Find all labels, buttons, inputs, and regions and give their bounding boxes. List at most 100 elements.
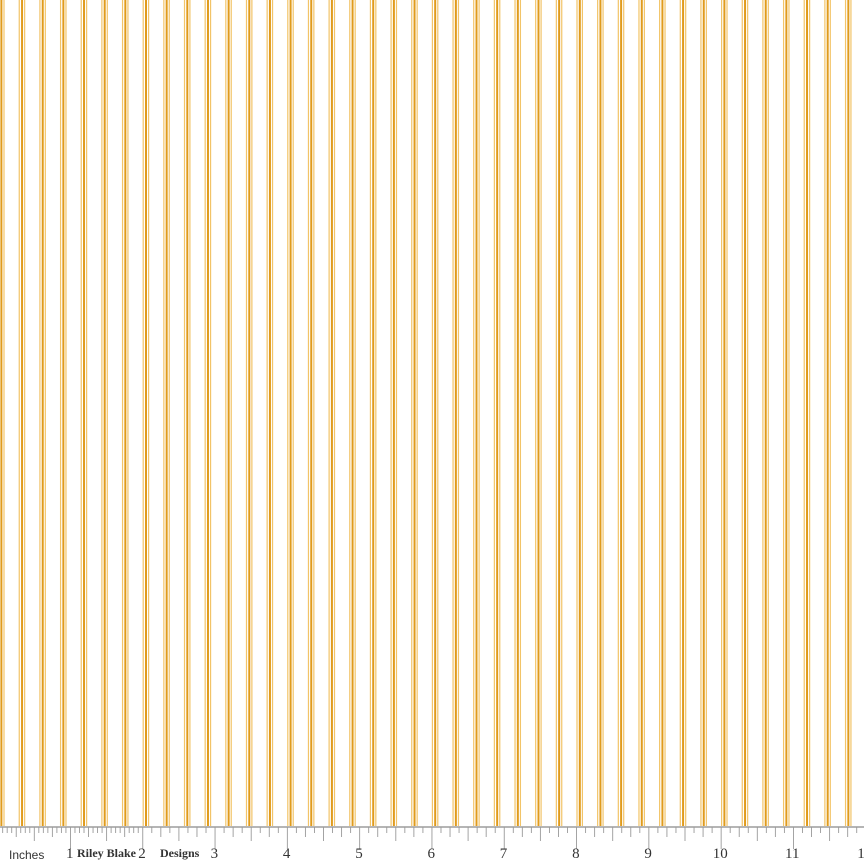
stripe-light (561, 0, 563, 826)
ruler-tick (738, 827, 740, 837)
stripe-light (209, 0, 212, 826)
stripe-light (183, 0, 186, 826)
stripe-light (287, 0, 289, 826)
ruler-tick (548, 827, 550, 833)
ruler-tick (521, 827, 523, 837)
ruler-tick (639, 827, 641, 833)
ruler-tick (774, 827, 776, 837)
ruler-tick (431, 827, 433, 849)
stripe-light (163, 0, 165, 826)
stripe-light (127, 0, 129, 826)
stripe-light (437, 0, 439, 826)
ruler-tick (223, 827, 225, 833)
ruler-tick (56, 827, 58, 833)
ruler-unit-label: Inches (9, 848, 45, 862)
ruler-tick (802, 827, 803, 833)
stripe-light (204, 0, 206, 826)
ruler-tick (747, 827, 749, 833)
stripe-light (65, 0, 67, 826)
stripe-light (431, 0, 433, 826)
ruler-tick (621, 827, 623, 833)
ruler-tick (603, 827, 605, 833)
stripe-light (452, 0, 454, 826)
ruler-tick (286, 827, 288, 849)
stripe-light (782, 0, 785, 826)
stripe-light (767, 0, 769, 826)
ruler-tick (151, 827, 153, 833)
ruler-tick (51, 827, 53, 837)
stripe-light (80, 0, 82, 826)
stripe-dark (268, 0, 271, 826)
stripe-dark (496, 0, 499, 826)
ruler-tick (675, 827, 677, 833)
stripe-light (514, 0, 516, 826)
stripe-dark (826, 0, 829, 826)
stripe-light (59, 0, 62, 826)
stripe-light (416, 0, 418, 826)
stripe-light (328, 0, 330, 826)
ruler-tick (558, 827, 559, 837)
ruler-number: 5 (355, 846, 363, 862)
stripe-dark (41, 0, 44, 826)
ruler-tick (178, 827, 180, 841)
stripe-dark (537, 0, 540, 826)
stripe-light (266, 0, 268, 826)
stripe-dark (413, 0, 416, 826)
stripe-dark (847, 0, 850, 826)
stripe-light (679, 0, 681, 826)
stripe-light (245, 0, 248, 826)
stripe-light (349, 0, 351, 826)
stripe-light (809, 0, 811, 826)
ruler-tick (196, 827, 198, 837)
stripe-light (576, 0, 578, 826)
stripe-dark (661, 0, 664, 826)
ruler-tick (124, 827, 126, 837)
ruler-tick (368, 827, 370, 833)
ruler-tick (594, 827, 596, 837)
ruler-tick (65, 827, 67, 833)
ruler-tick (765, 827, 767, 833)
ruler-tick (829, 827, 831, 841)
stripe-light (535, 0, 537, 826)
stripe-light (411, 0, 413, 826)
stripe-light (106, 0, 108, 826)
ruler-tick (576, 827, 577, 849)
stripe-light (271, 0, 274, 826)
stripe-light (623, 0, 625, 826)
stripe-light (333, 0, 336, 826)
ruler-tick (612, 827, 614, 841)
stripe-light (395, 0, 398, 826)
stripe-light (844, 0, 847, 826)
ruler-tick (70, 827, 71, 849)
ruler-tick (657, 827, 659, 833)
stripe-dark (702, 0, 705, 826)
ruler-tick (15, 827, 17, 837)
ruler-tick (42, 827, 44, 833)
stripe-light (726, 0, 728, 826)
stripe-dark (351, 0, 354, 826)
ruler-tick (214, 827, 216, 849)
ruler-tick (160, 827, 162, 837)
ruler-tick (110, 827, 112, 833)
stripe-dark (723, 0, 726, 826)
stripe-dark (682, 0, 685, 826)
stripe-light (3, 0, 5, 826)
ruler-tick (702, 827, 704, 837)
ruler-tick (684, 827, 686, 841)
ruler-tick (395, 827, 397, 841)
stripe-light (142, 0, 144, 826)
ruler-tick (97, 827, 99, 833)
stripe-light (659, 0, 661, 826)
stripe-light (788, 0, 790, 826)
stripe-dark (372, 0, 375, 826)
stripe-dark (620, 0, 623, 826)
ruler-tick (458, 827, 460, 833)
stripe-light (602, 0, 604, 826)
ruler-number: 12 (857, 846, 864, 862)
stripe-dark (599, 0, 602, 826)
ruler-tick (92, 827, 94, 833)
ruler-tick (350, 827, 352, 833)
ruler-tick (539, 827, 541, 841)
ruler-tick (793, 827, 794, 849)
stripe-dark (806, 0, 809, 826)
